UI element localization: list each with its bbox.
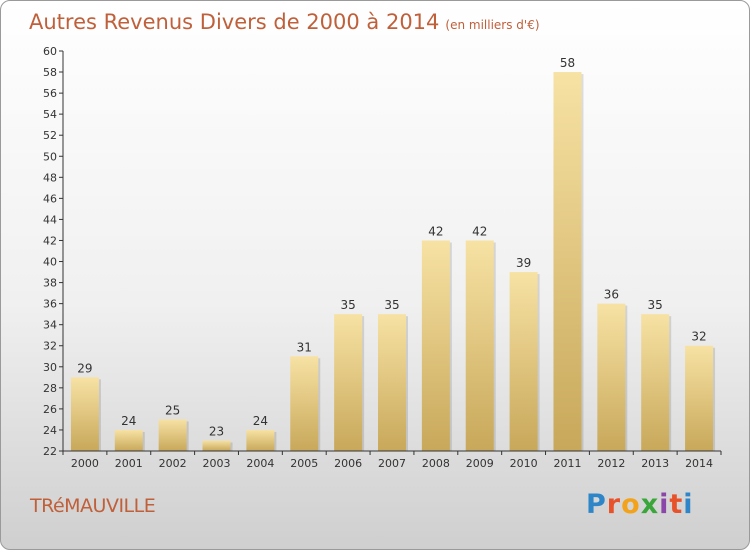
value-label: 24 (121, 414, 136, 428)
logo-letter: P (586, 489, 607, 520)
bar-2011 (553, 72, 582, 451)
bar-2001 (114, 429, 143, 451)
y-tick-label: 38 (43, 277, 57, 290)
bar-2000 (70, 377, 99, 451)
y-tick-label: 52 (43, 129, 57, 142)
y-tick-label: 60 (43, 45, 57, 58)
bar-2006 (334, 314, 363, 451)
x-tick-label: 2009 (466, 457, 494, 470)
y-tick-label: 44 (43, 213, 57, 226)
x-tick-label: 2002 (159, 457, 187, 470)
chart-subtitle: (en milliers d'€) (445, 18, 540, 32)
value-label: 39 (516, 256, 531, 270)
y-tick-label: 40 (43, 256, 57, 269)
logo-letter: t (669, 489, 684, 520)
y-tick-label: 32 (43, 340, 57, 353)
x-tick-label: 2005 (290, 457, 318, 470)
y-tick-label: 56 (43, 87, 57, 100)
y-tick-label: 34 (43, 319, 57, 332)
bar-2008 (421, 240, 450, 451)
y-tick-label: 30 (43, 361, 57, 374)
bar-2012 (597, 303, 626, 451)
commune-name: TRéMAUVILLE (30, 495, 156, 517)
value-label: 24 (253, 414, 268, 428)
value-label: 58 (560, 56, 575, 70)
logo-letter: x (640, 489, 660, 520)
x-tick-label: 2011 (553, 457, 581, 470)
logo-letter: r (606, 489, 622, 520)
value-label: 35 (340, 298, 355, 312)
y-tick-label: 22 (43, 445, 57, 458)
x-axis: 2000 2001 2002 2003 2004 2005 2006 2007 2008 2009… (62, 450, 722, 470)
value-label: 31 (297, 340, 312, 354)
chart-title: Autres Revenus Divers de 2000 à 2014 (en … (29, 10, 540, 34)
x-tick-label: 2006 (334, 457, 362, 470)
bar-2009 (465, 240, 494, 451)
value-label: 32 (691, 330, 706, 344)
bars: 29 24 25 23 24 31 35 35 42 42 39 58 36 35 32 (70, 56, 716, 451)
y-tick-label: 26 (43, 403, 57, 416)
value-label: 29 (77, 361, 92, 375)
value-label: 25 (165, 403, 180, 417)
bar-2010 (509, 272, 538, 451)
y-tick-label: 42 (43, 234, 57, 247)
proxiti-logo: Proxiti (586, 489, 694, 520)
logo-letter: i (659, 489, 670, 520)
y-tick-label: 50 (43, 150, 57, 163)
chart-title-text: Autres Revenus Divers de 2000 à 2014 (29, 10, 440, 34)
x-tick-label: 2012 (597, 457, 625, 470)
x-tick-label: 2001 (115, 457, 143, 470)
y-tick-label: 28 (43, 382, 57, 395)
value-label: 36 (604, 288, 619, 302)
y-axis: 22 24 26 28 30 32 34 36 38 40 42 44 46 48 50 52 54 56 58 60 (43, 45, 64, 458)
y-tick-label: 54 (43, 108, 57, 121)
value-label: 42 (428, 224, 443, 238)
value-label: 23 (209, 424, 224, 438)
x-tick-label: 2007 (378, 457, 406, 470)
bar-2003 (202, 440, 231, 451)
y-tick-label: 24 (43, 424, 57, 437)
bar-2014 (685, 345, 714, 451)
y-tick-label: 58 (43, 66, 57, 79)
x-tick-label: 2014 (685, 457, 713, 470)
bar-2002 (158, 419, 187, 451)
x-tick-label: 2013 (641, 457, 669, 470)
logo-letter: o (621, 489, 641, 520)
value-label: 42 (472, 224, 487, 238)
x-tick-label: 2010 (510, 457, 538, 470)
y-tick-label: 36 (43, 298, 57, 311)
x-tick-label: 2000 (71, 457, 99, 470)
x-tick-label: 2008 (422, 457, 450, 470)
x-tick-label: 2004 (246, 457, 274, 470)
bar-2005 (290, 356, 319, 451)
y-tick-label: 48 (43, 171, 57, 184)
bar-2013 (641, 314, 670, 451)
bar-2004 (246, 429, 275, 451)
value-label: 35 (648, 298, 663, 312)
x-tick-label: 2003 (203, 457, 231, 470)
logo-letter: i (683, 489, 694, 520)
y-tick-label: 46 (43, 192, 57, 205)
bar-2007 (378, 314, 406, 451)
value-label: 35 (384, 298, 399, 312)
